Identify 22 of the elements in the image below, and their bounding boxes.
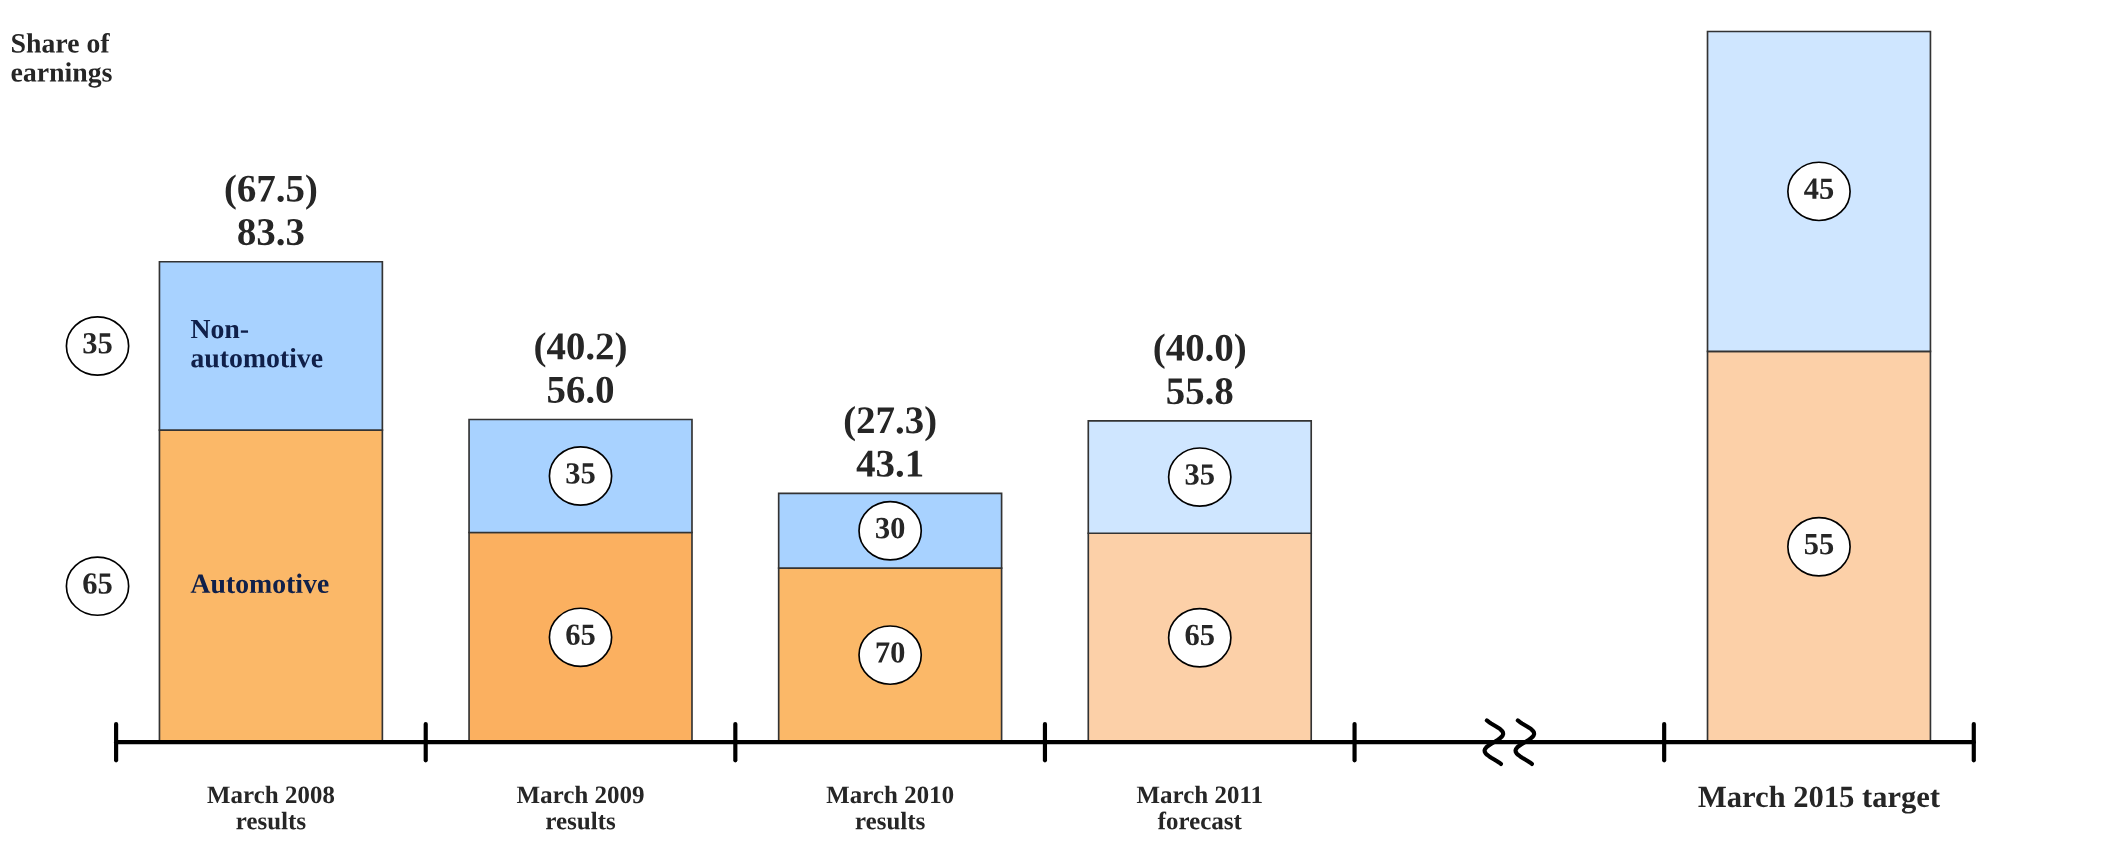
total-label: (67.5) 83.3: [225, 174, 317, 246]
x-tick-label: March 2009 results: [516, 785, 644, 830]
annotation: 35: [1185, 464, 1214, 485]
x-tick-label: March 2011 forecast: [1136, 785, 1262, 830]
text: 35: [83, 333, 112, 354]
annotation: 45: [1804, 178, 1834, 200]
x-tick-label: March 2015 target: [1698, 785, 1940, 814]
series-label: Automotive: [190, 573, 329, 594]
total-label: (40.0) 55.8: [1154, 333, 1246, 405]
series-label: Non-automotive: [190, 319, 323, 368]
x-tick-label: March 2008 results: [207, 785, 335, 830]
annotation: 65: [566, 624, 595, 645]
text: 65: [83, 573, 112, 594]
annotation: 70: [876, 642, 905, 663]
annotation: 55: [1804, 534, 1834, 555]
total-label: (27.3) 43.1: [844, 406, 936, 477]
total-label: (40.2) 56.0: [535, 332, 626, 404]
annotation: 35: [566, 463, 595, 484]
x-tick-label: March 2010 results: [826, 785, 954, 830]
annotation: 65: [1185, 624, 1214, 646]
text: Share of earnings: [11, 32, 112, 88]
annotation: 30: [876, 517, 905, 539]
